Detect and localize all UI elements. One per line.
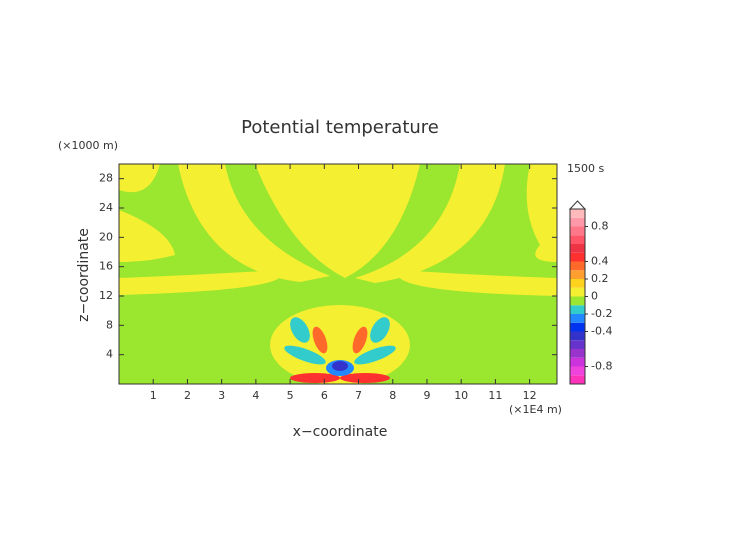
field-region (290, 317, 310, 343)
x-tick-label: 8 (389, 389, 396, 402)
colorbar-tick-label: 0.4 (591, 255, 609, 268)
field-region (119, 210, 175, 262)
time-label: 1500 s (567, 162, 604, 175)
field-region (119, 164, 160, 193)
field-region (354, 345, 396, 365)
field-region (284, 345, 326, 365)
colorbar-cell (570, 270, 585, 279)
colorbar-cell (570, 331, 585, 341)
y-tick-label: 24 (99, 201, 113, 214)
colorbar-cell (570, 314, 585, 323)
field-region (255, 164, 420, 278)
field-region (290, 373, 340, 383)
field-region (526, 164, 557, 262)
x-unit: (×1E4 m) (509, 403, 562, 416)
field-region (397, 270, 557, 296)
colorbar-cell (570, 279, 585, 288)
colorbar-cell (570, 296, 585, 306)
colorbar-tick-label: -0.8 (591, 360, 612, 373)
x-tick-label: 12 (523, 389, 537, 402)
x-axis-label: x−coordinate (293, 424, 388, 440)
chart-title: Potential temperature (241, 117, 439, 138)
colorbar-cell (570, 340, 585, 349)
field (119, 164, 557, 384)
colorbar-cell (570, 244, 585, 253)
x-tick-label: 9 (423, 389, 430, 402)
y-unit: (×1000 m) (58, 139, 118, 152)
colorbar-cell (570, 357, 585, 367)
y-tick-label: 20 (99, 230, 113, 243)
x-tick-label: 2 (184, 389, 191, 402)
field-region (370, 317, 390, 343)
field-region (332, 361, 348, 371)
field-region (119, 270, 282, 295)
colorbar-cell (570, 209, 585, 218)
colorbar-cell (570, 305, 585, 314)
colorbar-cell (570, 252, 585, 262)
colorbar-tick-label: 0 (591, 290, 598, 303)
colorbar-cell (570, 349, 585, 358)
y-axis-label: z−coordinate (76, 228, 92, 322)
colorbar-cell (570, 366, 585, 376)
field-region (178, 164, 330, 282)
field-region (340, 373, 390, 383)
x-tick-label: 11 (488, 389, 502, 402)
colorbar-tick-label: 0.8 (591, 220, 609, 233)
colorbar-tick-label: -0.4 (591, 325, 612, 338)
x-tick-label: 1 (150, 389, 157, 402)
colorbar-cell (570, 261, 585, 271)
y-tick-label: 28 (99, 172, 113, 185)
colorbar-cell (570, 235, 585, 244)
x-tick-label: 4 (252, 389, 259, 402)
colorbar-tick-label: 0.2 (591, 272, 609, 285)
disturbance (270, 305, 410, 384)
x-tick-label: 6 (321, 389, 328, 402)
colorbar-extend (568, 200, 587, 210)
field-region (312, 326, 328, 354)
colorbar-cell (570, 375, 585, 384)
x-tick-label: 7 (355, 389, 362, 402)
y-tick-label: 4 (106, 348, 113, 361)
x-tick-label: 10 (454, 389, 468, 402)
field-region (352, 326, 368, 354)
y-tick-label: 16 (99, 260, 113, 273)
colorbar-cell (570, 287, 585, 297)
colorbar-cell (570, 217, 585, 227)
y-tick-label: 12 (99, 289, 113, 302)
colorbar-tick-label: -0.2 (591, 307, 612, 320)
y-tick-label: 8 (106, 318, 113, 331)
field-region (355, 164, 505, 283)
colorbar-cell (570, 226, 585, 236)
x-tick-label: 3 (218, 389, 225, 402)
plot-frame (118, 163, 558, 385)
colorbar-cell (570, 322, 585, 332)
x-tick-label: 5 (287, 389, 294, 402)
